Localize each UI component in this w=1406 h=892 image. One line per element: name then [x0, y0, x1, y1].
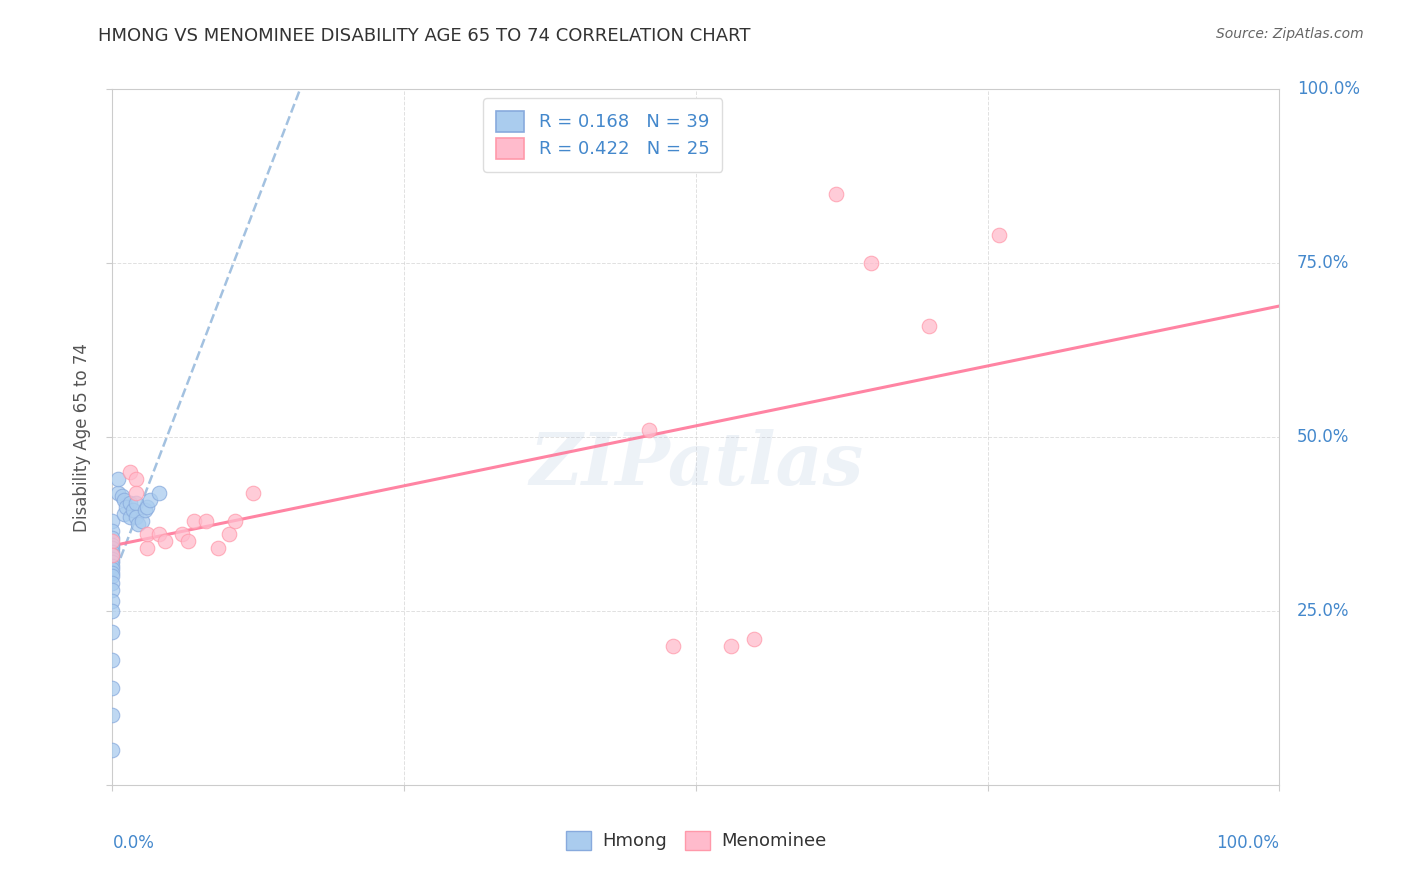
- Point: [115, 500, 138, 514]
- Point: [825, 186, 848, 201]
- Point: [101, 576, 124, 591]
- Point: [101, 558, 124, 573]
- Point: [101, 566, 124, 580]
- Text: Source: ZipAtlas.com: Source: ZipAtlas.com: [1216, 27, 1364, 41]
- Point: [153, 534, 176, 549]
- Point: [194, 514, 217, 528]
- Point: [111, 489, 134, 503]
- Text: 50.0%: 50.0%: [1296, 428, 1350, 446]
- Point: [101, 604, 124, 618]
- Point: [107, 485, 129, 500]
- Point: [118, 496, 141, 510]
- Point: [101, 743, 124, 757]
- Point: [720, 639, 742, 653]
- Point: [183, 514, 205, 528]
- Point: [101, 524, 124, 538]
- Text: ZIPatlas: ZIPatlas: [529, 429, 863, 500]
- Y-axis label: Disability Age 65 to 74: Disability Age 65 to 74: [73, 343, 91, 532]
- Point: [177, 534, 200, 549]
- Point: [101, 549, 124, 563]
- Point: [101, 562, 124, 576]
- Text: 0.0%: 0.0%: [112, 834, 155, 852]
- Point: [101, 549, 124, 563]
- Point: [125, 485, 148, 500]
- Point: [101, 545, 124, 559]
- Point: [136, 500, 159, 514]
- Point: [101, 708, 124, 723]
- Point: [125, 510, 148, 524]
- Point: [860, 256, 883, 270]
- Text: 100.0%: 100.0%: [1216, 834, 1279, 852]
- Point: [101, 653, 124, 667]
- Text: 25.0%: 25.0%: [1296, 602, 1350, 620]
- Point: [112, 507, 135, 521]
- Text: 100.0%: 100.0%: [1296, 80, 1360, 98]
- Point: [125, 496, 148, 510]
- Point: [101, 534, 124, 549]
- Point: [118, 510, 141, 524]
- Point: [107, 472, 129, 486]
- Point: [118, 465, 141, 479]
- Point: [101, 569, 124, 583]
- Point: [134, 503, 156, 517]
- Point: [136, 527, 159, 541]
- Point: [148, 527, 170, 541]
- Point: [207, 541, 229, 556]
- Point: [148, 485, 170, 500]
- Point: [131, 514, 153, 528]
- Point: [101, 583, 124, 598]
- Point: [101, 551, 124, 566]
- Point: [918, 318, 941, 333]
- Point: [988, 228, 1011, 243]
- Point: [101, 538, 124, 552]
- Point: [112, 492, 135, 507]
- Point: [127, 516, 149, 531]
- Point: [638, 423, 661, 437]
- Point: [661, 639, 683, 653]
- Point: [744, 632, 766, 646]
- Text: 75.0%: 75.0%: [1296, 254, 1350, 272]
- Point: [101, 541, 124, 556]
- Point: [101, 514, 124, 528]
- Point: [101, 531, 124, 545]
- Point: [224, 514, 246, 528]
- Point: [136, 541, 159, 556]
- Point: [172, 527, 194, 541]
- Legend: Hmong, Menominee: Hmong, Menominee: [557, 822, 835, 859]
- Point: [139, 492, 162, 507]
- Point: [125, 472, 148, 486]
- Text: HMONG VS MENOMINEE DISABILITY AGE 65 TO 74 CORRELATION CHART: HMONG VS MENOMINEE DISABILITY AGE 65 TO …: [98, 27, 751, 45]
- Point: [101, 624, 124, 639]
- Point: [101, 593, 124, 607]
- Point: [101, 681, 124, 695]
- Point: [122, 503, 145, 517]
- Point: [218, 527, 240, 541]
- Point: [242, 485, 264, 500]
- Point: [101, 555, 124, 569]
